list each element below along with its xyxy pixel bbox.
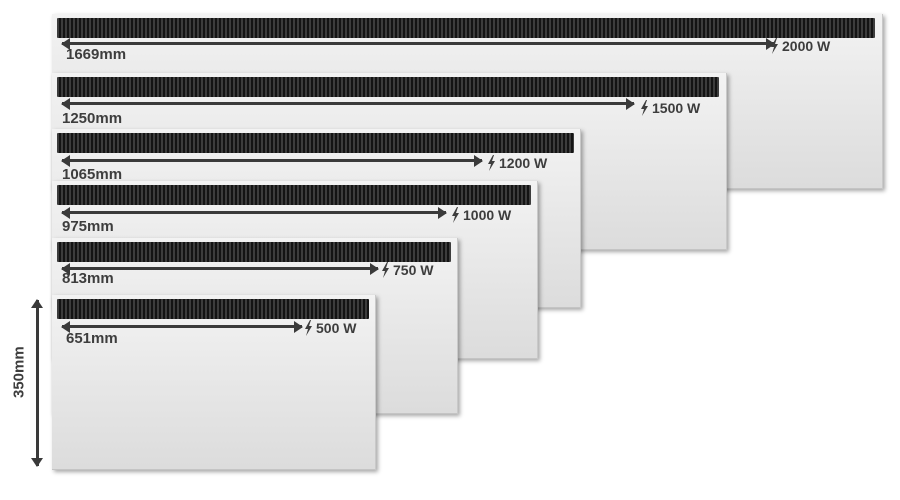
power-rating: 1200 W: [487, 155, 547, 171]
width-label: 813mm: [62, 270, 114, 287]
power-rating-label: 750 W: [393, 262, 434, 278]
power-rating: 750 W: [381, 262, 433, 278]
power-rating-label: 2000 W: [782, 38, 831, 54]
power-rating-label: 1500 W: [652, 100, 701, 116]
heater-grille: [57, 77, 719, 97]
lightning-bolt-icon: [382, 262, 389, 278]
heater-panel: [52, 295, 376, 470]
height-arrow: [31, 299, 43, 467]
width-label: 1065mm: [62, 166, 123, 183]
heater-grille: [57, 242, 451, 262]
power-rating-label: 500 W: [316, 320, 357, 336]
width-label: 975mm: [62, 218, 114, 235]
lightning-bolt-icon: [771, 38, 778, 54]
power-rating: 1000 W: [451, 207, 511, 223]
height-label: 350mm: [10, 346, 28, 398]
power-rating-label: 1000 W: [463, 207, 512, 223]
lightning-bolt-icon: [641, 100, 648, 116]
width-arrow: [61, 37, 775, 50]
lightning-bolt-icon: [452, 207, 459, 223]
power-rating: 2000 W: [770, 38, 830, 54]
heater-grille: [57, 185, 531, 205]
power-rating: 1500 W: [640, 100, 700, 116]
lightning-bolt-icon: [305, 320, 312, 336]
width-arrow: [61, 154, 483, 167]
width-label: 1250mm: [62, 110, 123, 127]
heater-grille: [57, 133, 574, 153]
lightning-bolt-icon: [488, 155, 495, 171]
power-rating: 500 W: [304, 320, 356, 336]
power-rating-label: 1200 W: [499, 155, 548, 171]
heater-grille: [57, 18, 875, 38]
width-arrow: [61, 97, 635, 110]
width-arrow: [61, 262, 379, 275]
width-arrow: [61, 206, 447, 219]
width-label: 651mm: [66, 330, 118, 347]
width-label: 1669mm: [66, 46, 127, 63]
width-arrow: [61, 320, 303, 333]
heater-grille: [57, 299, 369, 319]
